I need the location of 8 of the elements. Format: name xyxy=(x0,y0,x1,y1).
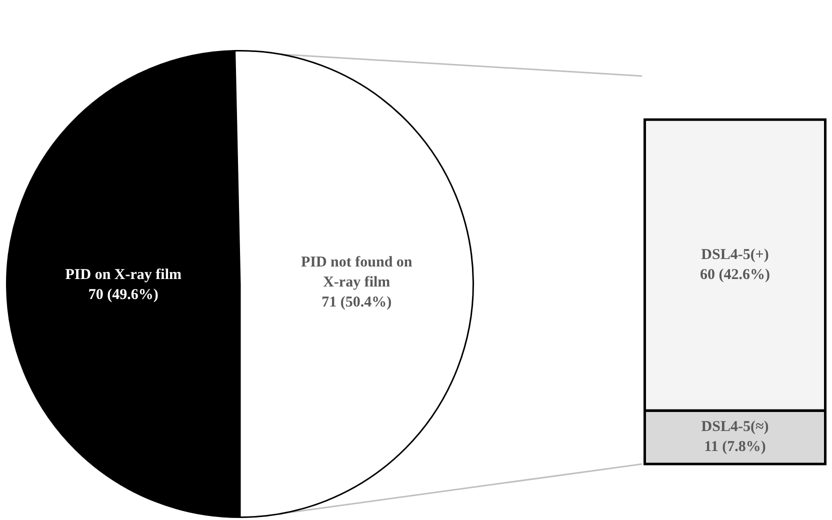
data-label: 60 (42.6%) xyxy=(700,267,770,284)
series-label: DSL4-5(+) xyxy=(701,247,769,264)
slice-label: PID on X-ray film xyxy=(65,267,182,284)
data-label: 11 (7.8%) xyxy=(704,439,766,456)
slice-label: PID not found on X-ray film xyxy=(300,254,413,291)
data-label: 71 (50.4%) xyxy=(322,294,392,311)
data-label: 70 (49.6%) xyxy=(88,287,158,304)
series-label: DSL4-5(≈) xyxy=(701,419,769,436)
